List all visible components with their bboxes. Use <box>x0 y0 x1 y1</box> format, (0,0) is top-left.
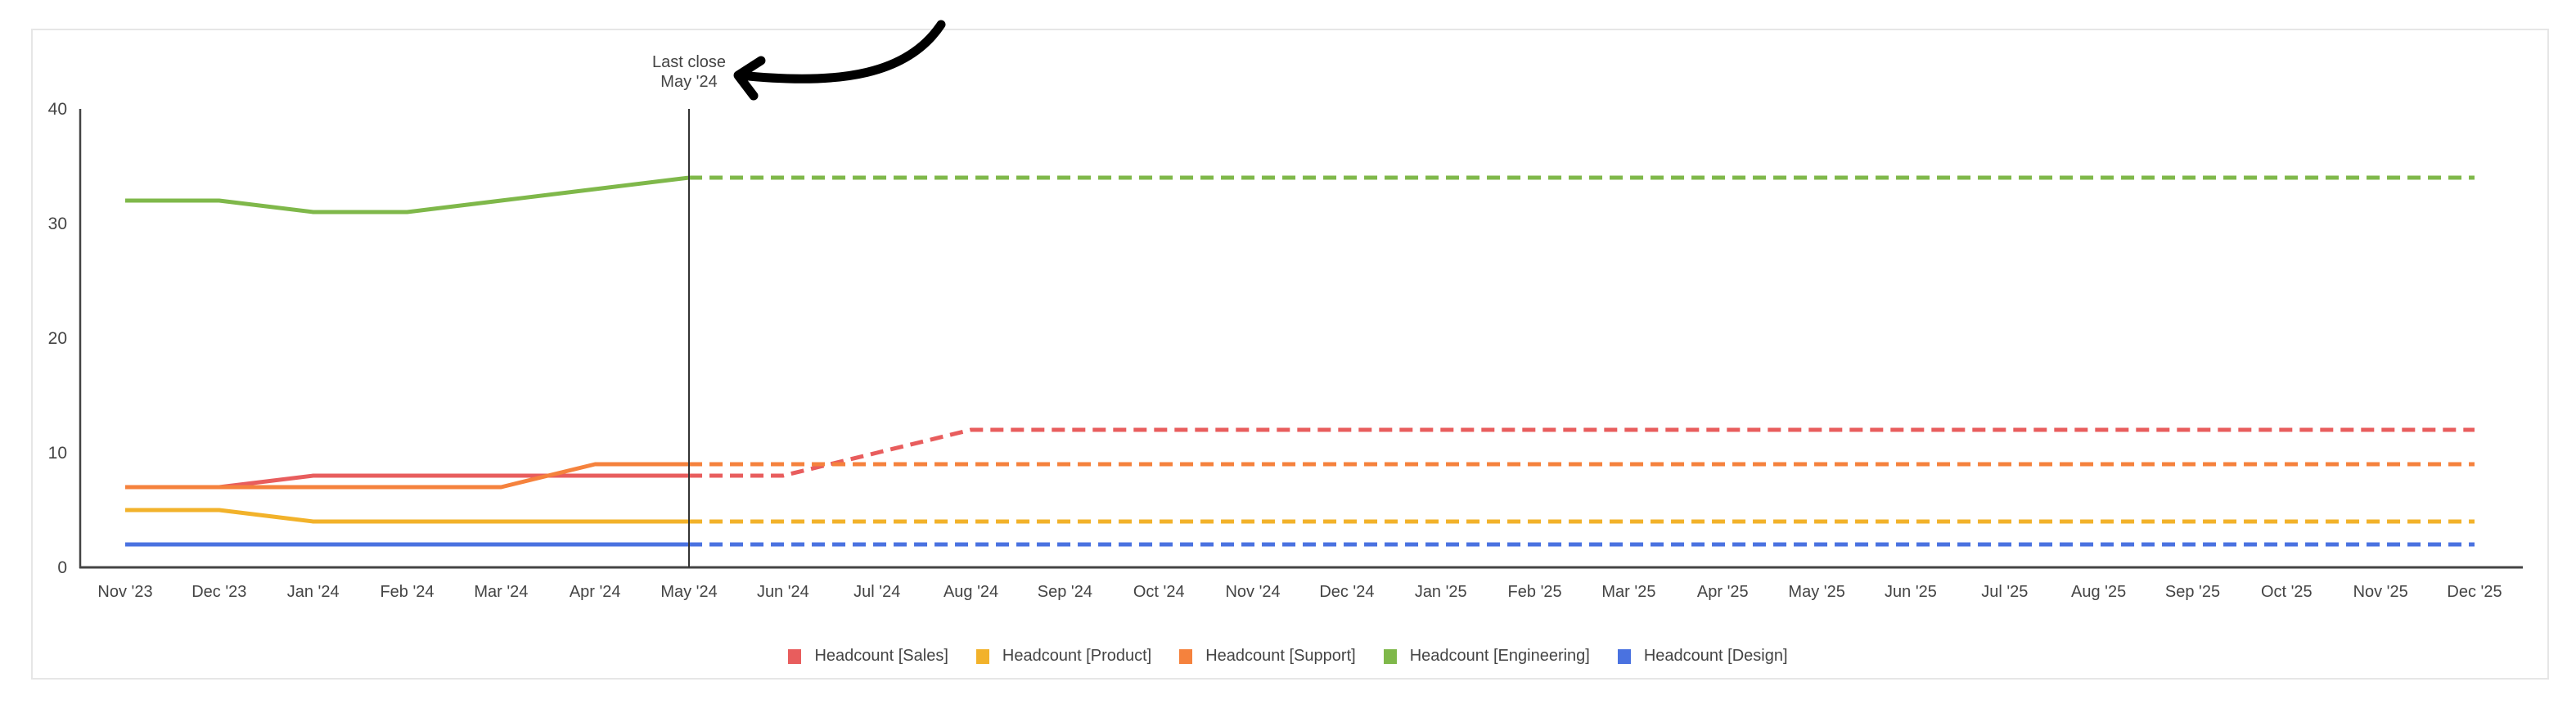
x-tick-label: Nov '23 <box>97 583 152 601</box>
x-tick-label: Apr '25 <box>1697 583 1749 601</box>
legend-label: Headcount [Support] <box>1205 647 1356 665</box>
chart-legend: Headcount [Sales] Headcount [Product] Head… <box>0 647 2576 666</box>
x-tick-label: May '24 <box>660 583 717 601</box>
annotation-line2: May '24 <box>660 73 717 91</box>
series-actual-line <box>125 462 690 490</box>
series-actual-line <box>125 175 690 215</box>
y-tick-label: 40 <box>48 100 67 119</box>
series-actual-line <box>125 508 690 524</box>
legend-item[interactable]: Headcount [Design] <box>1617 647 1788 666</box>
x-tick-label: Nov '24 <box>1225 583 1280 601</box>
x-tick-label: Jan '25 <box>1415 583 1467 601</box>
x-tick-label: Jul '24 <box>853 583 900 601</box>
y-tick-label: 10 <box>48 444 67 463</box>
x-tick-label: Aug '24 <box>943 583 998 601</box>
legend-swatch-icon <box>788 648 802 664</box>
legend-label: Headcount [Product] <box>1002 647 1152 665</box>
x-tick-label: Nov '25 <box>2353 583 2408 601</box>
y-tick-label: 20 <box>48 329 67 348</box>
x-tick-label: Aug '25 <box>2071 583 2126 601</box>
x-tick-label: Sep '24 <box>1038 583 1092 601</box>
legend-item[interactable]: Headcount [Sales] <box>788 647 948 666</box>
x-tick-label: Dec '23 <box>191 583 246 601</box>
chart-card <box>31 29 2549 680</box>
x-tick-label: Feb '24 <box>380 583 434 601</box>
x-tick-label: Feb '25 <box>1508 583 1562 601</box>
x-axis-ticks: Nov '23 Dec '23 Jan '24 Feb '24 Mar '24 Apr '… <box>97 583 2502 601</box>
x-tick-label: Oct '25 <box>2261 583 2313 601</box>
annotation-line1: Last close <box>652 53 726 71</box>
x-tick-label: Apr '24 <box>570 583 621 601</box>
y-tick-label: 0 <box>57 558 67 577</box>
y-axis-ticks: 0 10 20 30 40 <box>48 100 67 577</box>
curved-arrow-icon <box>733 20 946 101</box>
legend-swatch-icon <box>1617 648 1631 664</box>
x-tick-label: Sep '25 <box>2165 583 2220 601</box>
legend-swatch-icon <box>1383 648 1397 664</box>
series-layer <box>125 175 2475 547</box>
legend-label: Headcount [Sales] <box>814 647 948 665</box>
y-tick-label: 30 <box>48 215 67 233</box>
x-tick-label: May '25 <box>1788 583 1844 601</box>
legend-label: Headcount [Engineering] <box>1409 647 1590 665</box>
x-tick-label: Mar '25 <box>1601 583 1655 601</box>
legend-swatch-icon <box>975 648 989 664</box>
x-tick-label: Oct '24 <box>1133 583 1185 601</box>
legend-item[interactable]: Headcount [Support] <box>1179 647 1356 666</box>
x-tick-label: Jul '25 <box>1981 583 2028 601</box>
legend-item[interactable]: Headcount [Engineering] <box>1383 647 1590 666</box>
x-tick-label: Dec '24 <box>1319 583 1374 601</box>
x-tick-label: Dec '25 <box>2447 583 2502 601</box>
x-tick-label: Jun '24 <box>757 583 809 601</box>
legend-label: Headcount [Design] <box>1643 647 1788 665</box>
x-tick-label: Jan '24 <box>287 583 340 601</box>
x-tick-label: Mar '24 <box>474 583 528 601</box>
legend-swatch-icon <box>1179 648 1193 664</box>
x-tick-label: Jun '25 <box>1885 583 1937 601</box>
legend-item[interactable]: Headcount [Product] <box>975 647 1152 666</box>
series-forecast-line <box>689 427 2475 478</box>
